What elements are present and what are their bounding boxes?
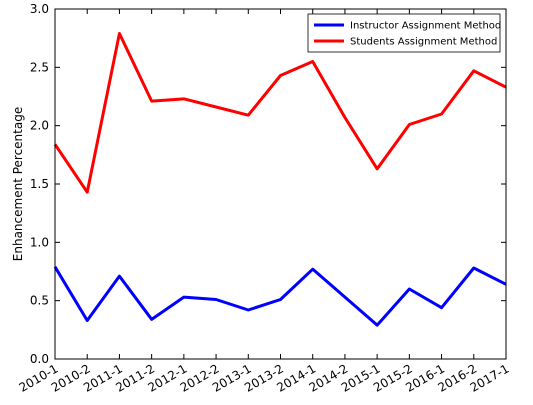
y-axis-label: Enhancement Percentage: [11, 107, 25, 261]
series-line: [53, 32, 507, 194]
y-tick-label: 1.0: [30, 235, 49, 249]
legend-label: Instructor Assignment Method: [350, 21, 501, 32]
y-tick-label: 1.5: [30, 177, 49, 191]
series-line: [53, 266, 507, 327]
y-tick-label: 2.5: [30, 60, 49, 74]
legend-box: [307, 13, 501, 53]
y-tick-label: 3.0: [30, 2, 49, 16]
plot-frame: [54, 8, 507, 360]
y-tick-label: 0.5: [30, 294, 49, 308]
y-tick-label: 0.0: [30, 352, 49, 366]
legend-label: Students Assignment Method: [350, 37, 497, 48]
y-tick-label: 2.0: [30, 119, 49, 133]
